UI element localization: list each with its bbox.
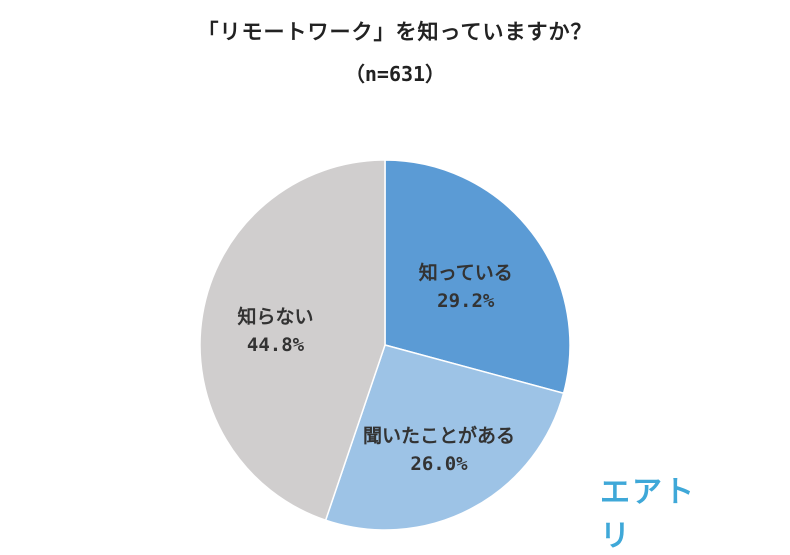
slice-known — [384, 159, 571, 395]
slice-unknown — [199, 159, 386, 522]
slice-heard-of — [324, 344, 565, 531]
slice-category-label: 知らない — [237, 305, 313, 328]
chart-title: 「リモートワーク」を知っていますか？ — [197, 20, 593, 44]
slice-percent-label: 44.8% — [247, 334, 305, 356]
slice-category-label: 聞いたことがある — [363, 424, 515, 447]
airtrip-logo: エアトリ — [600, 475, 696, 554]
slice-percent-label: 26.0% — [410, 453, 468, 475]
slice-percent-label: 29.2% — [437, 290, 495, 312]
chart-subtitle: （n=631） — [344, 62, 446, 86]
slice-category-label: 知っている — [419, 261, 513, 284]
